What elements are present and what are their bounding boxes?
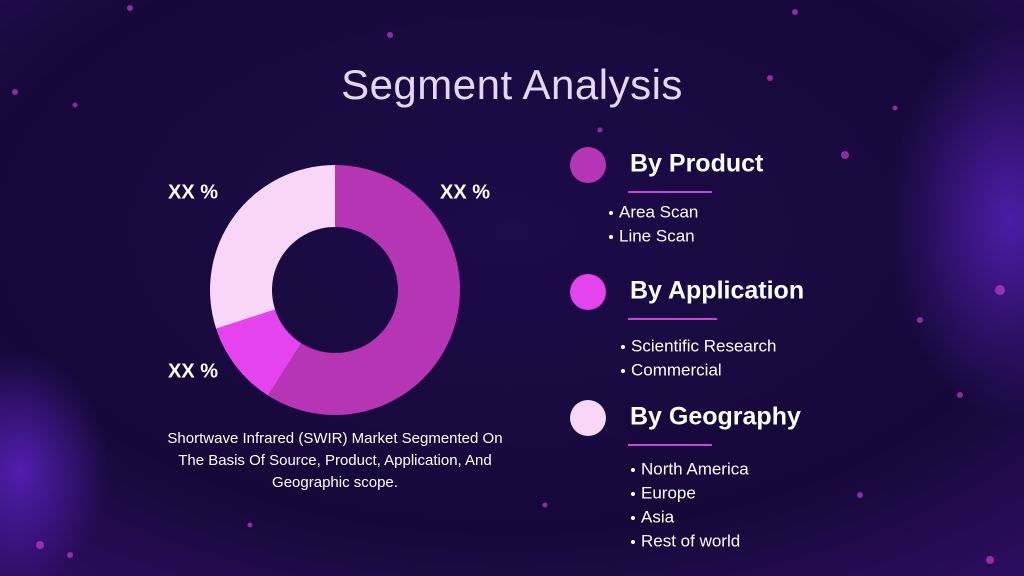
bullet bbox=[631, 468, 635, 472]
bullet bbox=[609, 211, 613, 215]
legend-heading: By Application bbox=[630, 277, 804, 305]
list-item: Asia bbox=[641, 507, 675, 526]
segment-label: XX % bbox=[168, 181, 218, 203]
decor-dots bbox=[12, 5, 1005, 564]
chart-caption: Shortwave Infrared (SWIR) Market Segment… bbox=[167, 430, 503, 491]
bullet bbox=[631, 540, 635, 544]
donut-segment bbox=[209, 165, 335, 329]
bullet bbox=[631, 516, 635, 520]
legend-marker bbox=[570, 400, 606, 436]
list-item: Commercial bbox=[631, 360, 722, 379]
bullet bbox=[609, 235, 613, 239]
slide-title: Segment Analysis bbox=[341, 61, 683, 108]
caption-box: Shortwave Infrared (SWIR) Market Segment… bbox=[167, 430, 503, 491]
glow bbox=[890, 20, 1024, 420]
list-item: Scientific Research bbox=[631, 336, 777, 355]
donut-segment bbox=[268, 165, 460, 415]
segment-label: XX % bbox=[168, 360, 218, 382]
glow bbox=[0, 350, 110, 576]
donut-segment bbox=[216, 309, 302, 396]
legend-heading: By Product bbox=[630, 150, 764, 178]
list-item: Europe bbox=[641, 483, 696, 502]
list-item: Rest of world bbox=[641, 531, 740, 550]
bullet bbox=[621, 369, 625, 373]
bullet bbox=[621, 345, 625, 349]
list-item: Line Scan bbox=[619, 226, 695, 245]
legend-marker bbox=[570, 147, 606, 183]
legend-heading: By Geography bbox=[630, 403, 801, 431]
list-item: North America bbox=[641, 459, 749, 478]
list-item: Area Scan bbox=[619, 202, 698, 221]
bullet bbox=[631, 492, 635, 496]
legend-marker bbox=[570, 274, 606, 310]
segment-label: XX % bbox=[440, 181, 490, 203]
